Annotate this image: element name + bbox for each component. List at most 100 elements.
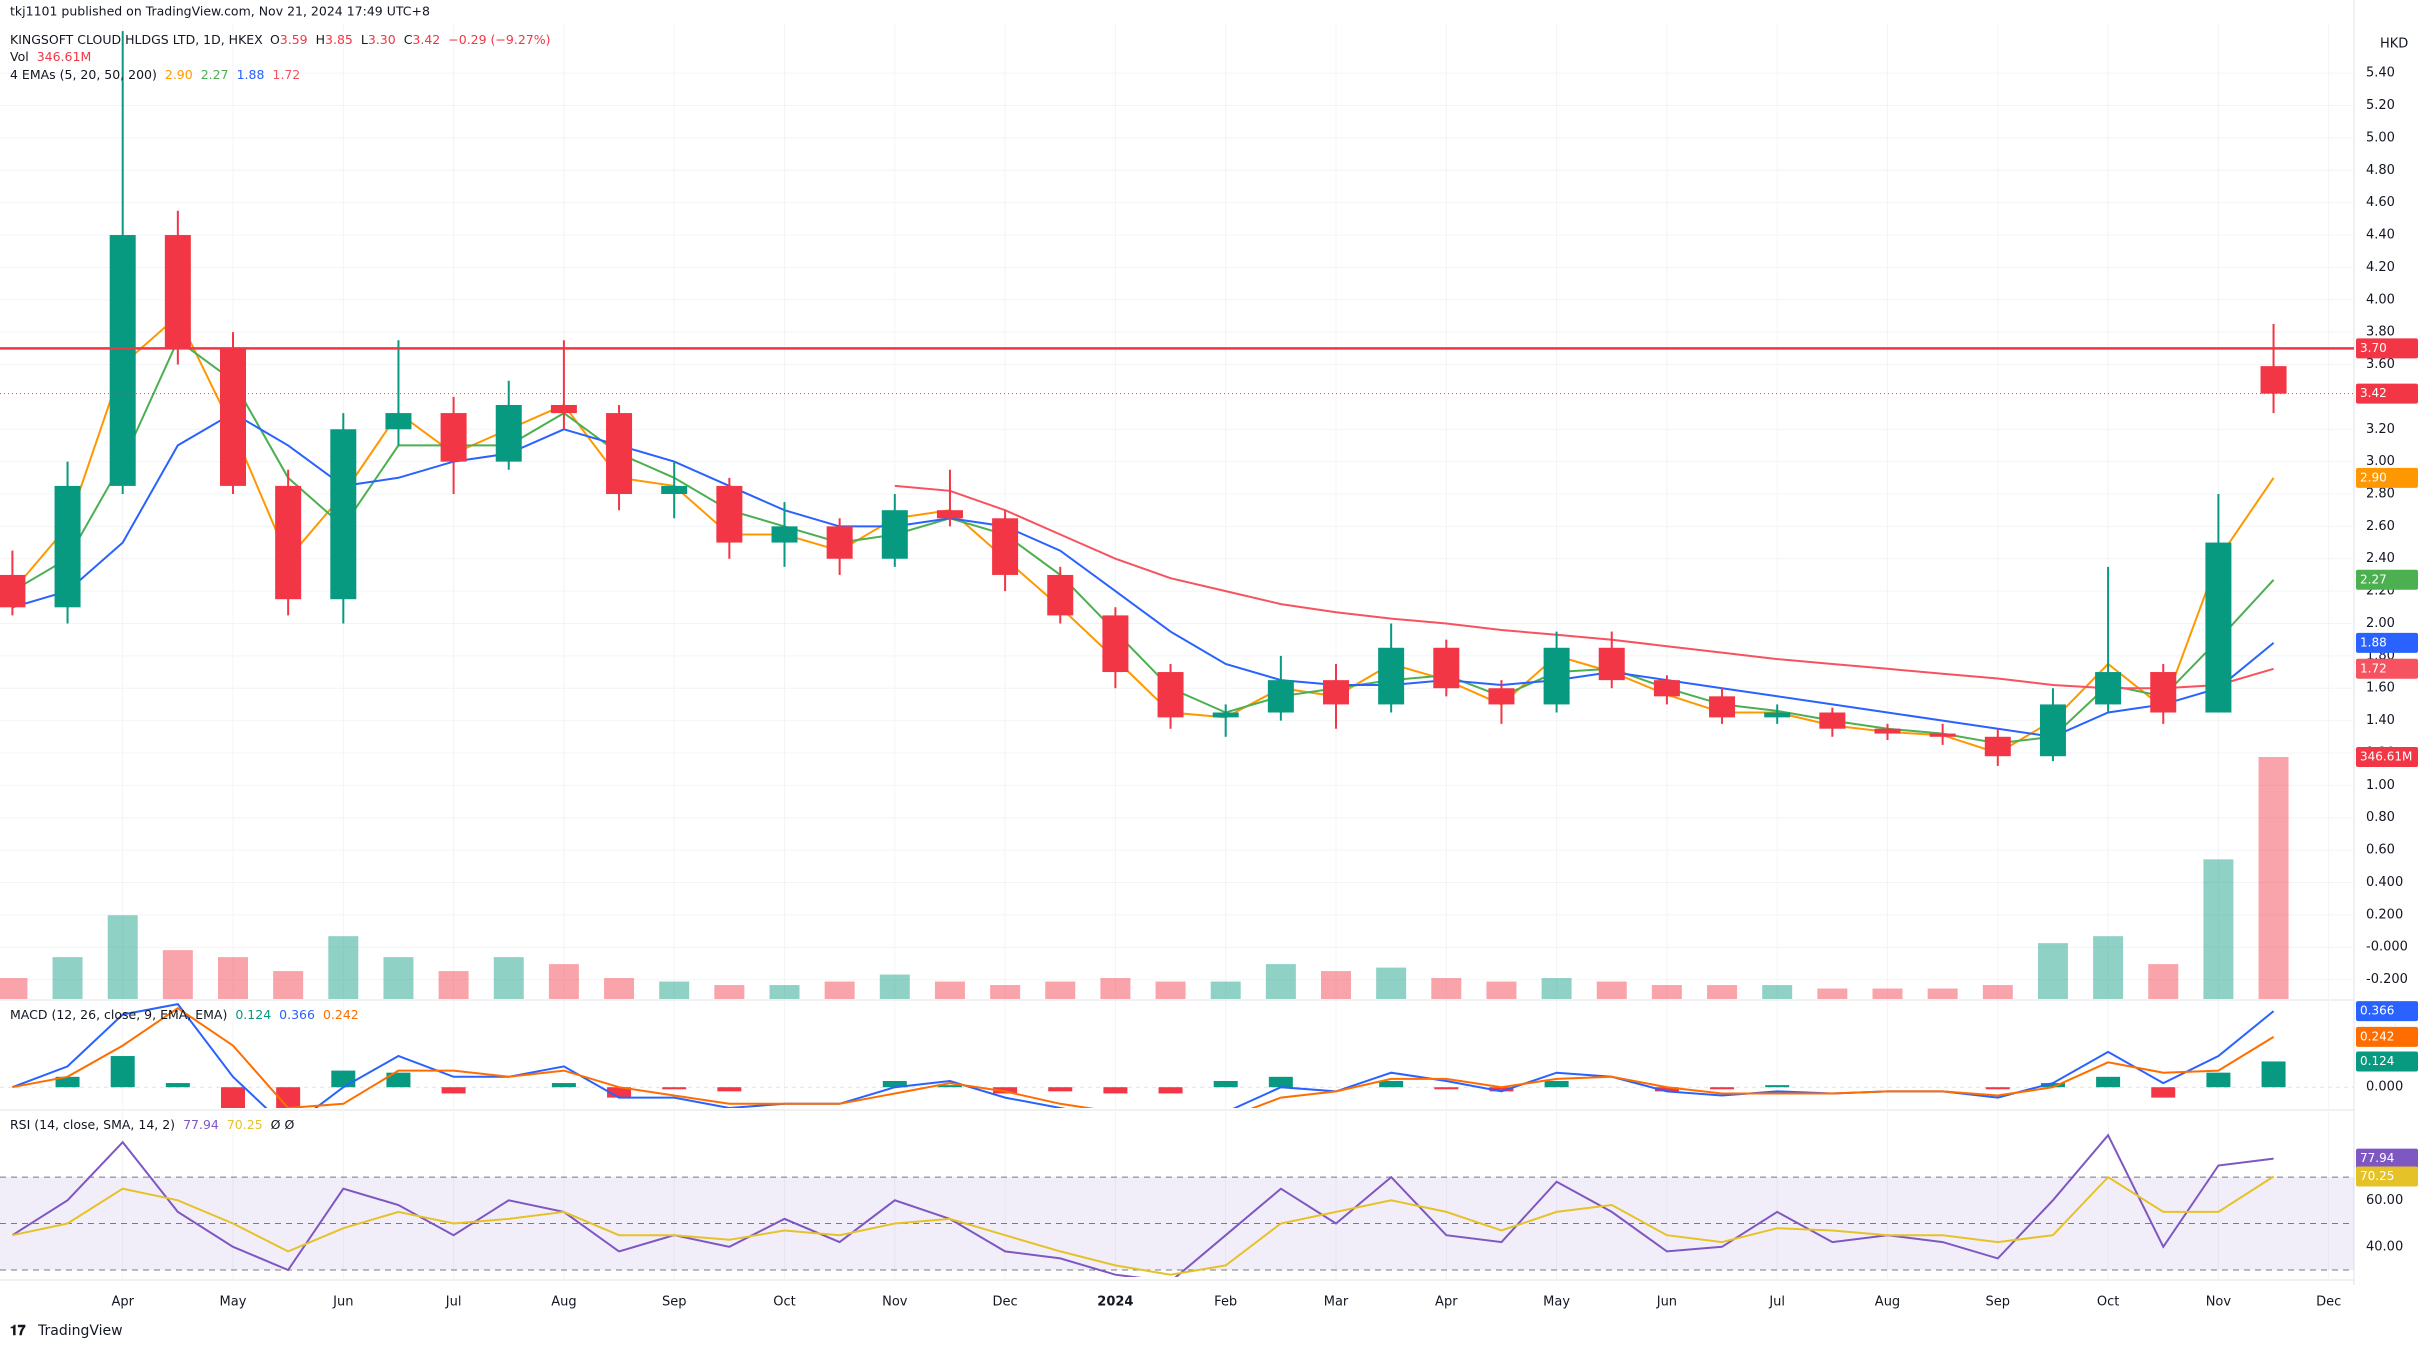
volume-bar (493, 957, 524, 999)
x-tick-label: Apr (111, 1295, 134, 1310)
legend-macd: MACD (12, 26, close, 9, EMA, EMA) 0.124 0.… (10, 1007, 359, 1022)
y-tick-label: 5.00 (2366, 130, 2395, 145)
macd-tag-bg (2356, 1001, 2418, 1022)
x-tick-label: Dec (993, 1295, 1018, 1310)
volume-bar (2148, 964, 2179, 999)
x-tick-label: Aug (551, 1295, 576, 1310)
x-tick-label: 2024 (1097, 1295, 1133, 1310)
ema-tag-bg (2356, 658, 2418, 679)
y-tick-label: 2.60 (2366, 519, 2395, 534)
volume-bar (328, 936, 359, 999)
histogram-bar (882, 1080, 907, 1088)
x-tick-label: Apr (1435, 1295, 1458, 1310)
volume-bar (714, 985, 745, 999)
histogram-bar (2206, 1072, 2231, 1088)
histogram-bar (1489, 1087, 1514, 1092)
volume-bar (2037, 943, 2068, 999)
ohlc-value: 3.59 (280, 32, 308, 47)
price-pane (0, 31, 2354, 999)
x-tick-label: Jun (332, 1295, 353, 1310)
candle-body (1212, 712, 1239, 718)
y-tick-label: 60.00 (2366, 1193, 2403, 1208)
histogram-bar (1654, 1087, 1679, 1092)
y-tick-label: 2.40 (2366, 551, 2395, 566)
ohlc-label: C (404, 32, 413, 47)
candle-body (1267, 680, 1294, 713)
volume-bar (0, 978, 28, 999)
volume-bar (1155, 981, 1186, 999)
y-tick-label: 4.00 (2366, 292, 2395, 307)
candle-body (2205, 542, 2232, 713)
macd-value: 0.124 (235, 1007, 271, 1022)
volume-bar (1872, 988, 1903, 999)
histogram-bar (662, 1087, 687, 1090)
rsi-pane (0, 1133, 2354, 1277)
legend-rsi: RSI (14, close, SMA, 14, 2) 77.94 70.25 Ø Ø (10, 1117, 294, 1132)
indicator-name: RSI (14, close, SMA, 14, 2) (10, 1117, 175, 1132)
ohlc-label: L (361, 32, 368, 47)
volume-bar (383, 957, 414, 999)
macd-tag-bg (2356, 1051, 2418, 1072)
legend-volume: Vol 346.61M (10, 49, 91, 64)
candle-body (220, 348, 246, 486)
histogram-bar (110, 1056, 135, 1088)
ema-tag: 2.27 (2360, 572, 2387, 586)
ohlc-value: 3.30 (368, 32, 396, 47)
x-tick-label: Feb (1214, 1295, 1237, 1310)
candle-body (1929, 733, 1956, 737)
ema-tag-bg (2356, 632, 2418, 653)
histogram-bar (1379, 1080, 1404, 1088)
candle-body (881, 510, 908, 559)
histogram-bar (1544, 1080, 1569, 1088)
candle-body (2150, 672, 2177, 713)
x-tick-label: Jul (1768, 1295, 1785, 1310)
rsi-line (12, 1175, 2275, 1276)
ema-line (894, 484, 2274, 690)
y-tick-label: 5.40 (2366, 66, 2395, 81)
histogram-bar (221, 1087, 245, 1108)
y-tick-label: -0.200 (2366, 972, 2408, 987)
ema-value: 1.72 (272, 67, 300, 82)
candle-body (1378, 647, 1405, 705)
candle-body (826, 526, 853, 559)
y-tick-label: 4.40 (2366, 228, 2395, 243)
histogram-bar (607, 1087, 632, 1098)
volume-bar (879, 974, 910, 999)
title: KINGSOFT CLOUD HLDGS LTD, 1D, HKEX (10, 32, 263, 47)
x-tick-label: Oct (773, 1295, 795, 1310)
volume-bar (659, 981, 690, 999)
x-tick-label: May (1543, 1295, 1570, 1310)
volume-name: Vol (10, 49, 29, 64)
candle-body (1709, 696, 1736, 718)
candle-body (440, 413, 467, 462)
rsi-value: 70.25 (227, 1117, 263, 1132)
candle-body (661, 485, 688, 495)
volume-bar (1321, 971, 1351, 999)
rsi-extra: Ø Ø (271, 1117, 295, 1132)
ohlc-value: 3.42 (412, 32, 440, 47)
y-tick-label: 1.40 (2366, 713, 2395, 728)
y-tick-label: 40.00 (2366, 1239, 2403, 1254)
indicator-name: MACD (12, 26, close, 9, EMA, EMA) (10, 1007, 227, 1022)
histogram-bar (1268, 1076, 1293, 1088)
volume-bar (1982, 985, 2013, 999)
candle-body (2260, 366, 2287, 394)
histogram-bar (2151, 1087, 2176, 1098)
candle-body (1984, 736, 2011, 757)
volume-tag-bg (2356, 747, 2418, 767)
histogram-bar (441, 1087, 466, 1094)
indicator-name: 4 EMAs (5, 20, 50, 200) (10, 67, 157, 82)
histogram-bar (1985, 1087, 2010, 1090)
ohlc-label: O (270, 32, 280, 47)
volume-bar (990, 985, 1021, 999)
candle-body (0, 574, 26, 608)
candle-body (1819, 712, 1846, 729)
x-tick-label: Jun (1656, 1295, 1677, 1310)
ema-tag-bg (2356, 569, 2418, 590)
candle-body (1543, 647, 1570, 705)
x-tick-label: Dec (2316, 1295, 2341, 1310)
price-tag: 3.42 (2360, 386, 2387, 400)
volume-bar (2258, 757, 2289, 999)
